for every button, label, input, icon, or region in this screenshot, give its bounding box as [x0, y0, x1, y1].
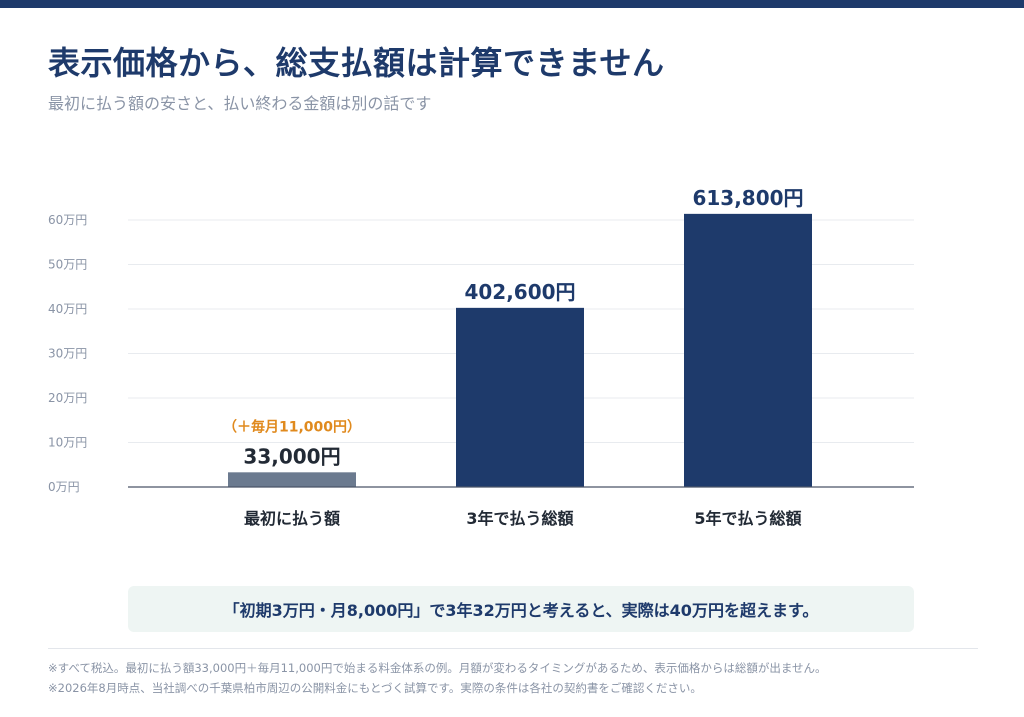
bar — [456, 307, 584, 487]
footnote-2: ※2026年8月時点、当社調べの千葉県柏市周辺の公開料金にもとづく試算です。実際… — [48, 681, 702, 695]
callout-box: 「初期3万円・月8,000円」で3年32万円と考えると、実際は40万円を超えます… — [128, 586, 914, 632]
y-tick-label: 20万円 — [48, 391, 87, 405]
y-tick-label: 60万円 — [48, 213, 87, 227]
y-tick-label: 0万円 — [48, 480, 80, 494]
annotation-label: （＋毎月11,000円） — [223, 418, 361, 435]
page-subtitle: 最初に払う額の安さと、払い終わる金額は別の話です — [48, 94, 432, 113]
bar — [228, 472, 356, 487]
page-title: 表示価格から、総支払額は計算できません — [48, 44, 665, 82]
x-tick-label: 最初に払う額 — [244, 509, 340, 528]
callout-text: 「初期3万円・月8,000円」で3年32万円と考えると、実際は40万円を超えます… — [223, 601, 819, 620]
y-tick-label: 30万円 — [48, 347, 87, 361]
y-tick-label: 10万円 — [48, 436, 87, 450]
data-label: 33,000円 — [243, 444, 340, 468]
bar-chart: 0万円 10万円 20万円 30万円 40万円 50万円 60万円 33,000円最初に払う額… — [48, 186, 914, 528]
x-tick-label: 5年で払う総額 — [694, 509, 801, 528]
top-accent-bar — [0, 0, 1024, 8]
data-label: 402,600円 — [464, 280, 575, 304]
footnote-divider — [48, 648, 978, 649]
x-tick-label: 3年で払う総額 — [466, 509, 573, 528]
y-tick-label: 40万円 — [48, 302, 87, 316]
footnote-1: ※すべて税込。最初に払う額33,000円＋毎月11,000円で始まる料金体系の例… — [48, 661, 827, 675]
bar — [684, 213, 812, 487]
data-label: 613,800円 — [692, 186, 803, 210]
y-tick-label: 50万円 — [48, 258, 87, 272]
